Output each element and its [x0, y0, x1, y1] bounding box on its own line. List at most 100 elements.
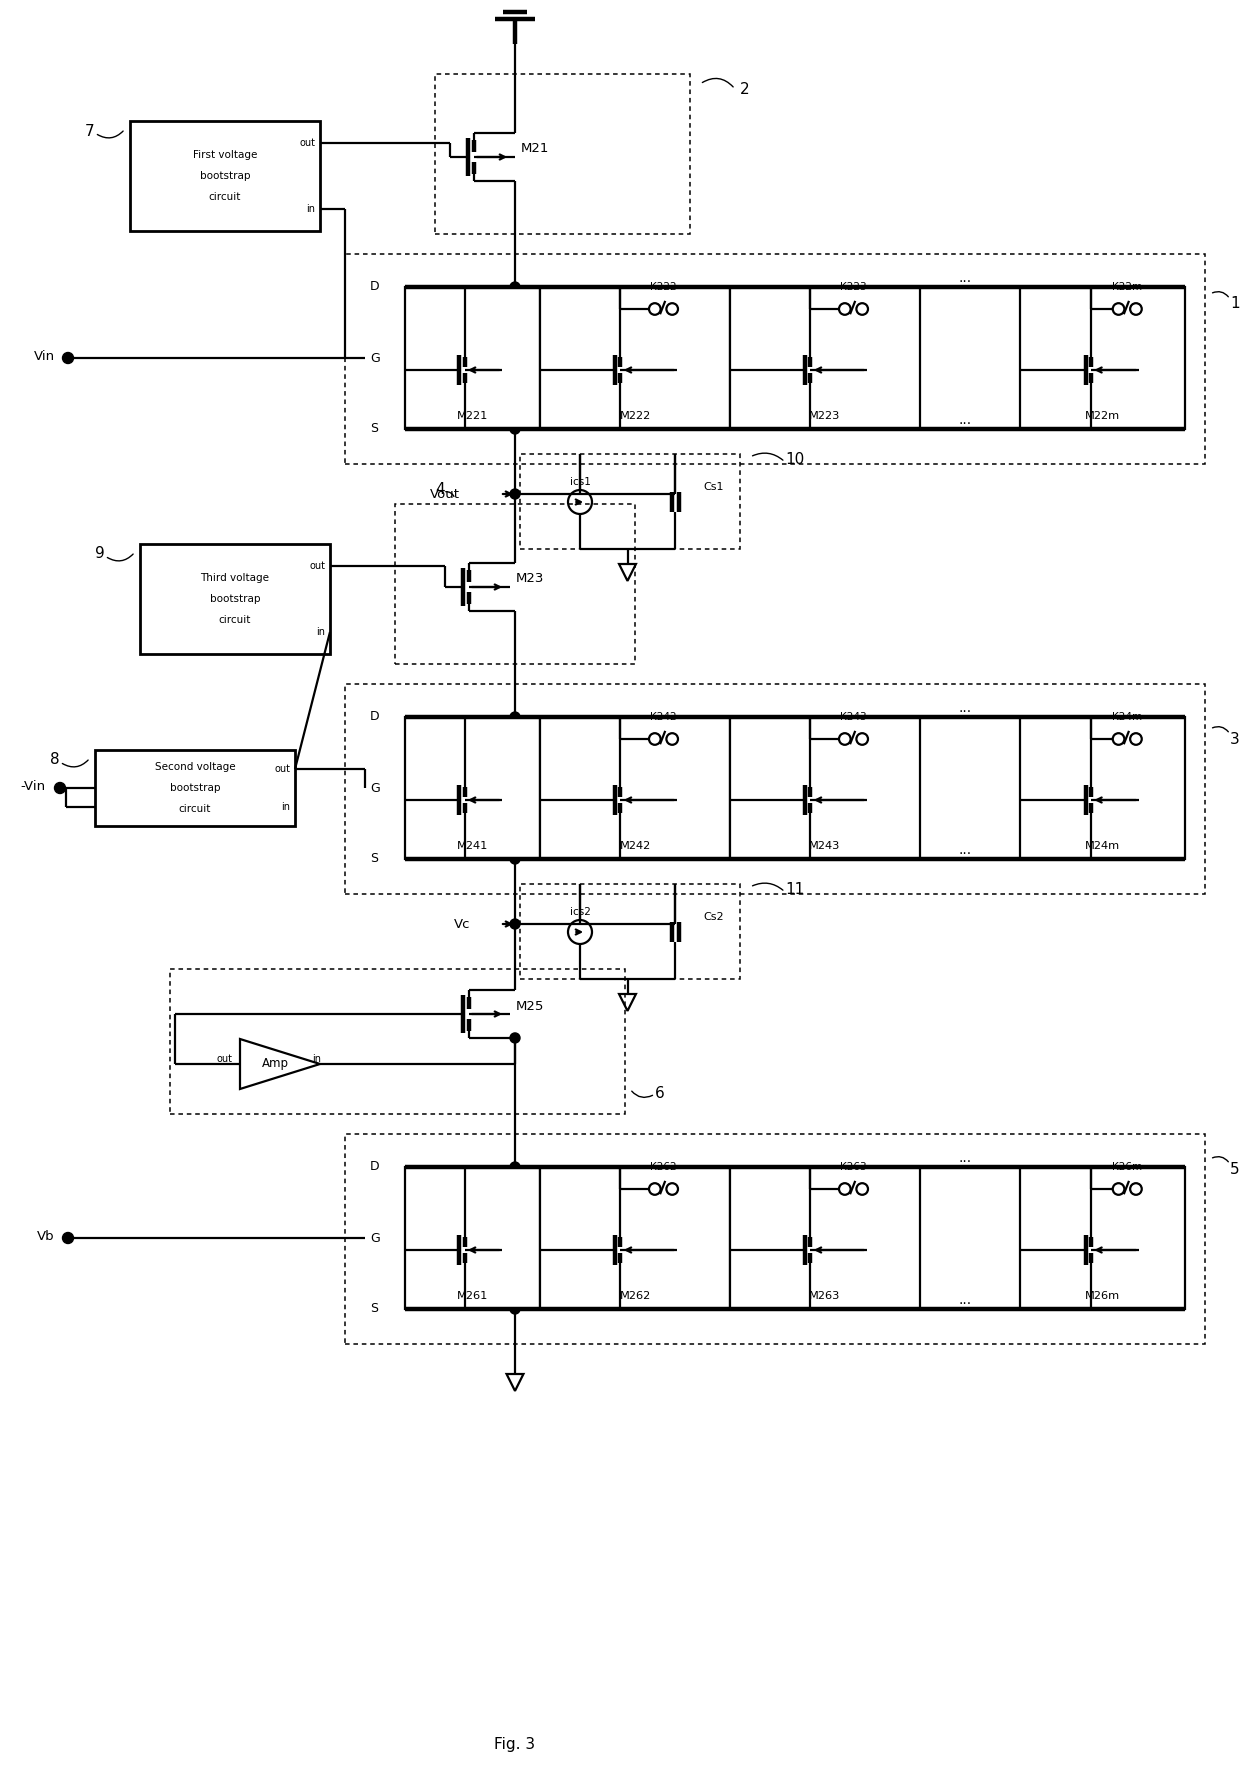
Text: -Vin: -Vin — [20, 780, 45, 793]
Text: ...: ... — [959, 843, 972, 857]
Text: M222: M222 — [619, 411, 651, 420]
Text: M223: M223 — [810, 411, 841, 420]
Text: 3: 3 — [1230, 732, 1240, 746]
Text: Third voltage: Third voltage — [201, 572, 269, 583]
Bar — [520, 454, 740, 549]
Text: 10: 10 — [785, 451, 805, 467]
Text: Fig. 3: Fig. 3 — [495, 1737, 536, 1751]
Text: M243: M243 — [810, 841, 841, 852]
Text: D: D — [370, 281, 379, 293]
Text: Cs1: Cs1 — [703, 481, 723, 492]
Bar — [345, 254, 1205, 463]
Circle shape — [62, 352, 73, 363]
Text: bootstrap: bootstrap — [210, 594, 260, 605]
Text: K242: K242 — [650, 712, 677, 723]
Text: bootstrap: bootstrap — [200, 172, 250, 181]
Text: ...: ... — [959, 1150, 972, 1165]
Text: ...: ... — [959, 413, 972, 428]
Text: M262: M262 — [619, 1292, 651, 1301]
Text: 1: 1 — [1230, 297, 1240, 311]
Text: M21: M21 — [521, 143, 549, 156]
Text: M242: M242 — [619, 841, 651, 852]
Text: K263: K263 — [841, 1163, 867, 1172]
Text: Second voltage: Second voltage — [155, 762, 236, 773]
Text: M221: M221 — [456, 411, 489, 420]
Text: ...: ... — [959, 1293, 972, 1308]
Text: in: in — [316, 626, 325, 637]
Bar — [730, 1166, 920, 1310]
Circle shape — [62, 1233, 73, 1243]
Bar — [95, 750, 295, 827]
Text: out: out — [216, 1054, 232, 1064]
Text: G: G — [370, 1231, 379, 1245]
Circle shape — [510, 424, 520, 435]
Text: circuit: circuit — [218, 615, 252, 624]
Bar — [730, 717, 920, 859]
Bar — [345, 683, 1205, 894]
Bar — [140, 544, 330, 655]
Circle shape — [510, 1032, 520, 1043]
Text: K26m: K26m — [1112, 1163, 1142, 1172]
Text: K222: K222 — [650, 283, 677, 292]
Text: K223: K223 — [841, 283, 867, 292]
Text: S: S — [370, 1302, 378, 1315]
Text: M24m: M24m — [1085, 841, 1120, 852]
Text: G: G — [370, 782, 379, 794]
Bar — [730, 286, 920, 429]
Bar — [1021, 1166, 1185, 1310]
Bar — [130, 122, 320, 231]
Text: Vout: Vout — [430, 487, 460, 501]
Text: 7: 7 — [86, 123, 94, 138]
Text: 2: 2 — [740, 82, 750, 97]
Bar — [170, 970, 625, 1115]
Bar — [539, 286, 730, 429]
Text: G: G — [370, 351, 379, 365]
Text: M25: M25 — [516, 1000, 544, 1013]
Text: M23: M23 — [516, 572, 544, 585]
Bar — [435, 73, 689, 234]
Circle shape — [510, 712, 520, 723]
Text: out: out — [274, 764, 290, 775]
Text: K22m: K22m — [1112, 283, 1142, 292]
Text: M241: M241 — [456, 841, 489, 852]
Text: Vin: Vin — [33, 349, 55, 363]
Text: ...: ... — [959, 270, 972, 284]
Text: ...: ... — [959, 701, 972, 716]
Circle shape — [510, 488, 520, 499]
Text: First voltage: First voltage — [192, 150, 257, 159]
Text: M261: M261 — [456, 1292, 489, 1301]
Bar — [396, 504, 635, 664]
Circle shape — [510, 1304, 520, 1313]
Bar — [1021, 717, 1185, 859]
Text: in: in — [281, 801, 290, 812]
Text: out: out — [309, 562, 325, 571]
Text: K262: K262 — [650, 1163, 677, 1172]
Text: circuit: circuit — [179, 803, 211, 814]
Text: 9: 9 — [95, 546, 105, 562]
Bar — [405, 286, 539, 429]
Text: Vc: Vc — [454, 918, 470, 930]
Text: D: D — [370, 1161, 379, 1174]
Circle shape — [510, 283, 520, 292]
Text: S: S — [370, 853, 378, 866]
Text: 8: 8 — [50, 753, 60, 767]
Bar — [405, 717, 539, 859]
Circle shape — [55, 782, 66, 794]
Bar — [539, 1166, 730, 1310]
Bar — [405, 1166, 539, 1310]
Text: out: out — [299, 138, 315, 148]
Text: Amp: Amp — [262, 1057, 289, 1070]
Text: S: S — [370, 422, 378, 435]
Text: M22m: M22m — [1085, 411, 1120, 420]
Bar — [539, 717, 730, 859]
Bar — [520, 884, 740, 979]
Bar — [1021, 286, 1185, 429]
Text: bootstrap: bootstrap — [170, 784, 221, 793]
Text: in: in — [306, 204, 315, 215]
Text: Vb: Vb — [37, 1229, 55, 1243]
Text: 11: 11 — [785, 882, 805, 896]
Text: K24m: K24m — [1112, 712, 1142, 723]
Text: 4: 4 — [435, 481, 445, 497]
Text: circuit: circuit — [208, 191, 242, 202]
Text: 5: 5 — [1230, 1161, 1240, 1177]
